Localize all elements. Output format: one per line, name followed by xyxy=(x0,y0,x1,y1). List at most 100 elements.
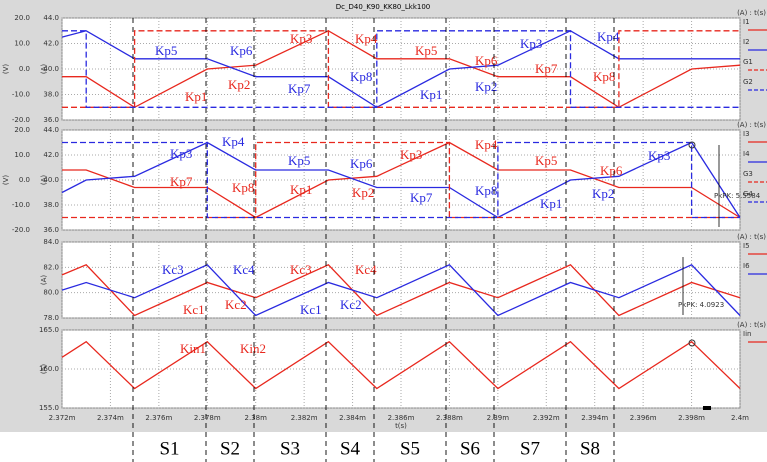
annotation: Kc1 xyxy=(300,302,322,317)
y2-tick-label: 20.0 xyxy=(14,14,30,22)
annotation: Kp3 xyxy=(648,148,670,163)
x-tick-label: 2.372m xyxy=(49,414,76,422)
y-axis-label: (A) xyxy=(40,364,48,375)
annotation: Kc4 xyxy=(233,262,255,277)
section-label: S4 xyxy=(340,438,361,459)
y-axis-label: (A) xyxy=(40,275,48,286)
annotation: Kp7 xyxy=(410,190,433,205)
legend-label: G1 xyxy=(743,58,753,66)
x-tick-label: 2.388m xyxy=(436,414,463,422)
section-label: S2 xyxy=(220,438,240,459)
y-tick-label: 42.0 xyxy=(43,151,59,159)
annotation: Kp3 xyxy=(400,147,422,162)
series-line xyxy=(62,141,740,219)
scroll-thumb xyxy=(703,406,711,410)
legend-label: I3 xyxy=(743,130,750,138)
annotation: Kc2 xyxy=(225,297,247,312)
section-label: S3 xyxy=(280,438,300,459)
x-tick-label: 2.398m xyxy=(678,414,705,422)
y-tick-label: 38.0 xyxy=(43,201,59,209)
y-axis-label: (A) xyxy=(40,175,48,186)
y2-axis-label: (V) xyxy=(2,64,10,75)
y2-axis-label: (V) xyxy=(2,175,10,186)
section-label: S5 xyxy=(400,438,420,459)
legend-title: (A) : t(s) xyxy=(737,9,766,17)
section-label: S1 xyxy=(159,438,179,459)
legend-label: Iin xyxy=(743,330,751,338)
annotation: Kp2 xyxy=(592,186,614,201)
y2-tick-label: 10.0 xyxy=(14,151,30,159)
section-label: S8 xyxy=(580,438,600,459)
measure-label: PkPK: 5.5584 xyxy=(714,192,761,200)
y-axis-label: (A) xyxy=(40,64,48,75)
x-tick-label: 2.38m xyxy=(245,414,268,422)
y-tick-label: 165.0 xyxy=(39,326,59,334)
y-tick-label: 36.0 xyxy=(43,226,59,234)
y2-tick-label: -20.0 xyxy=(12,116,30,124)
annotation: Kp5 xyxy=(415,43,437,58)
annotation: Kp2 xyxy=(475,79,497,94)
series-line xyxy=(61,141,741,219)
x-tick-label: 2.384m xyxy=(339,414,366,422)
annotation: Kp8 xyxy=(232,180,254,195)
legend-title: (A) : t(s) xyxy=(737,321,766,329)
annotation: Kin2 xyxy=(240,341,266,356)
annotation: Kp4 xyxy=(597,29,620,44)
cursor-marker xyxy=(688,141,696,149)
y-tick-label: 40.0 xyxy=(43,65,59,73)
x-tick-label: 2.382m xyxy=(291,414,318,422)
x-tick-label: 2.396m xyxy=(630,414,657,422)
annotation: Kp6 xyxy=(350,156,373,171)
legend-label: G3 xyxy=(743,170,753,178)
annotation: Kp3 xyxy=(520,36,542,51)
legend-label: I5 xyxy=(743,242,750,250)
legend-label: I2 xyxy=(743,38,750,46)
annotation: Kc1 xyxy=(183,302,205,317)
annotation: Kp2 xyxy=(228,77,250,92)
annotation: Kp2 xyxy=(352,185,374,200)
x-tick-label: 2.376m xyxy=(145,414,172,422)
x-axis-label: t(s) xyxy=(395,422,407,430)
annotation: Kin1 xyxy=(180,341,206,356)
annotation: Kp7 xyxy=(170,174,193,189)
annotation: Kc4 xyxy=(355,262,377,277)
annotation: Kp8 xyxy=(593,69,615,84)
y-tick-label: 42.0 xyxy=(43,40,59,48)
y-tick-label: 160.0 xyxy=(39,365,59,373)
annotation: Kp1 xyxy=(185,89,207,104)
legend-title: (A) : t(s) xyxy=(737,121,766,129)
measure-label: PkPK: 4.0923 xyxy=(678,301,724,309)
legend-title: (A) : t(s) xyxy=(737,233,766,241)
series-line xyxy=(62,30,740,108)
y2-tick-label: 0.0 xyxy=(19,65,30,73)
legend-label: G2 xyxy=(743,78,753,86)
annotation: Kp5 xyxy=(155,43,177,58)
annotation: Kp7 xyxy=(535,61,558,76)
annotation: Kp4 xyxy=(355,31,378,46)
series-line xyxy=(61,264,741,317)
y2-tick-label: -10.0 xyxy=(12,91,30,99)
series-line xyxy=(61,264,741,317)
y2-tick-label: -20.0 xyxy=(12,226,30,234)
y2-tick-label: -10.0 xyxy=(12,201,30,209)
section-label: S6 xyxy=(460,438,480,459)
legend-label: I4 xyxy=(743,150,750,158)
y2-tick-label: 20.0 xyxy=(14,126,30,134)
y-tick-label: 40.0 xyxy=(43,176,59,184)
annotation: Kp3 xyxy=(290,31,312,46)
annotation: Kp6 xyxy=(230,43,253,58)
section-label: S7 xyxy=(520,438,540,459)
y-tick-label: 155.0 xyxy=(39,404,59,412)
annotation: Kc3 xyxy=(290,262,312,277)
x-tick-label: 2.378m xyxy=(194,414,221,422)
y-tick-label: 78.0 xyxy=(43,314,59,322)
annotation: Kp1 xyxy=(540,196,562,211)
annotation: Kp3 xyxy=(170,146,192,161)
y-tick-label: 44.0 xyxy=(43,14,59,22)
annotation: Kp4 xyxy=(475,137,498,152)
annotation: Kp1 xyxy=(420,87,442,102)
legend-label: I6 xyxy=(743,262,750,270)
annotation: Kp8 xyxy=(475,183,497,198)
y-tick-label: 44.0 xyxy=(43,126,59,134)
y-tick-label: 38.0 xyxy=(43,91,59,99)
